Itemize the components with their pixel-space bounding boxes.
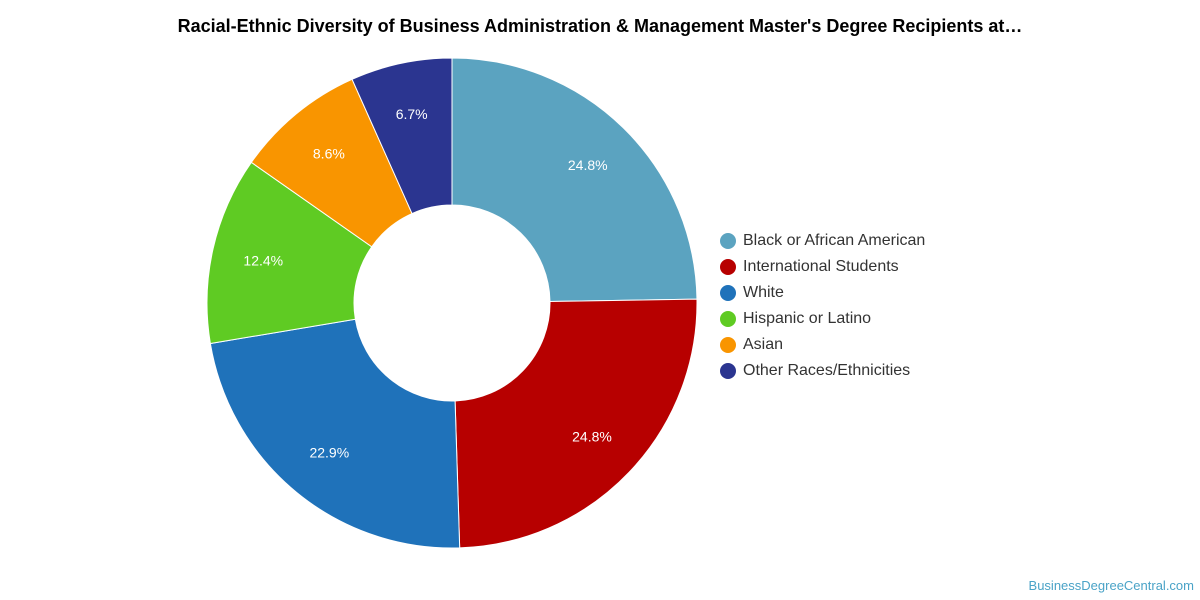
slice-label-4: 8.6%	[313, 146, 345, 162]
legend-label: Hispanic or Latino	[743, 310, 872, 327]
donut-slices	[206, 57, 698, 549]
source-watermark[interactable]: BusinessDegreeCentral.com	[1028, 578, 1194, 593]
legend-item-4[interactable]: Asian	[720, 332, 925, 358]
legend-swatch-icon	[720, 363, 736, 379]
chart-legend: Black or African American International S…	[720, 228, 925, 384]
chart-title: Racial-Ethnic Diversity of Business Admi…	[177, 16, 1023, 36]
slice-1[interactable]	[454, 298, 698, 549]
slice-0[interactable]	[451, 57, 698, 302]
legend-swatch-icon	[720, 233, 736, 249]
legend-label: Black or African American	[743, 232, 926, 249]
legend-label: White	[743, 284, 784, 301]
slice-label-3: 12.4%	[243, 252, 283, 268]
slice-2[interactable]	[209, 318, 461, 549]
donut-slice-labels: 24.8% 24.8% 22.9% 12.4% 8.6% 6.7%	[243, 106, 611, 461]
legend-item-5[interactable]: Other Races/Ethnicities	[720, 358, 925, 384]
legend-label: International Students	[743, 258, 899, 275]
legend-item-1[interactable]: International Students	[720, 254, 925, 280]
slice-3[interactable]	[206, 161, 373, 345]
slice-label-0: 24.8%	[568, 157, 608, 173]
legend-item-0[interactable]: Black or African American	[720, 228, 925, 254]
legend-label: Other Races/Ethnicities	[743, 362, 911, 379]
slice-label-1: 24.8%	[572, 429, 612, 445]
legend-item-3[interactable]: Hispanic or Latino	[720, 306, 925, 332]
legend-swatch-icon	[720, 259, 736, 275]
slice-label-2: 22.9%	[309, 445, 349, 461]
slice-5[interactable]	[351, 57, 453, 215]
legend-item-2[interactable]: White	[720, 280, 925, 306]
legend-swatch-icon	[720, 311, 736, 327]
slice-label-5: 6.7%	[396, 106, 428, 122]
legend-swatch-icon	[720, 337, 736, 353]
legend-label: Asian	[743, 336, 784, 353]
legend-swatch-icon	[720, 285, 736, 301]
